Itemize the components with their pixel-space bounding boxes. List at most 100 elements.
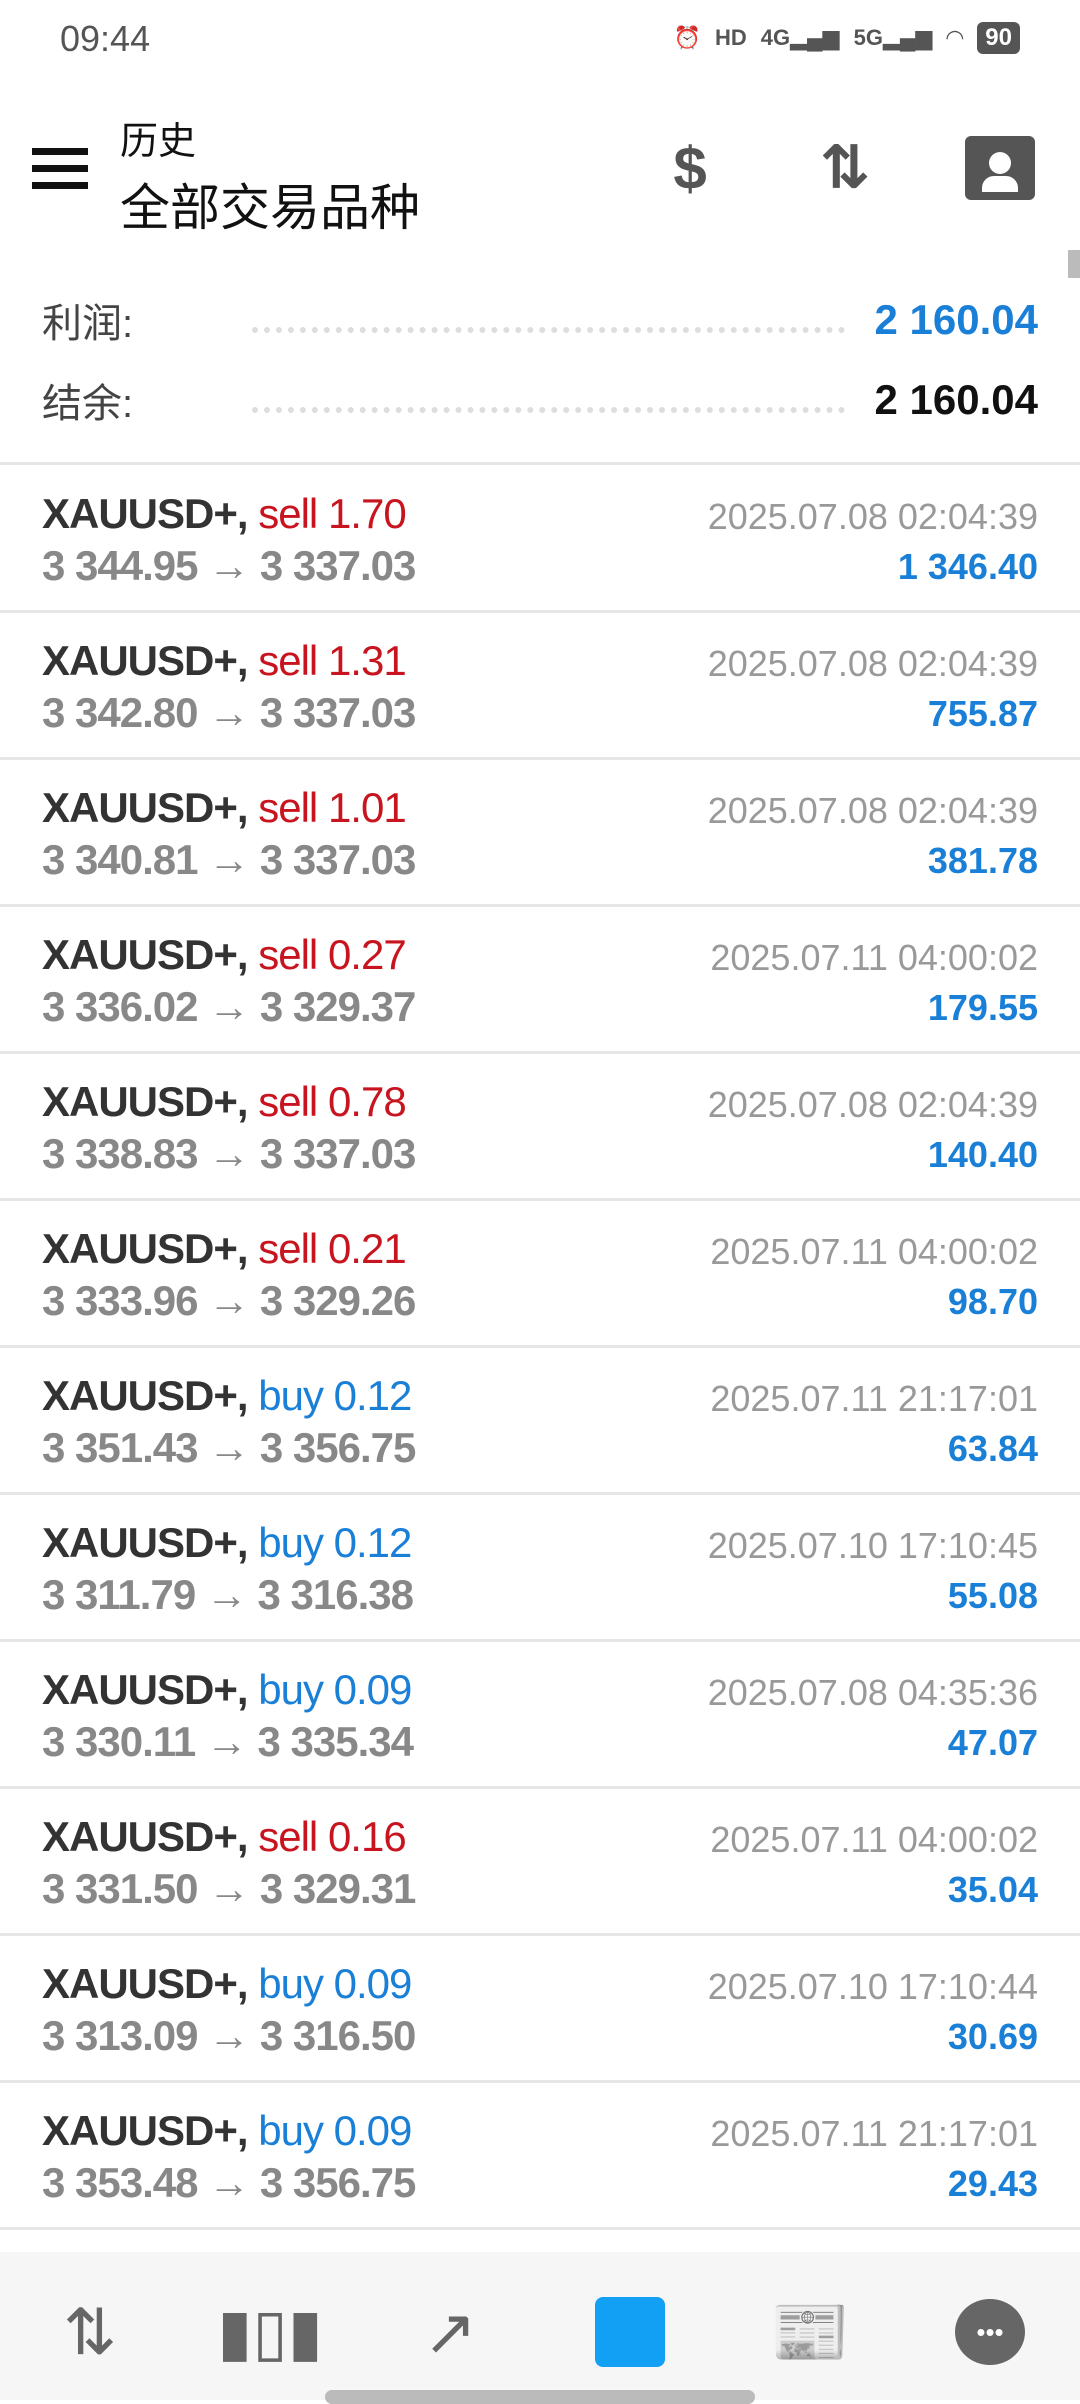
trade-row[interactable]: XAUUSD+, sell 1.01 3 340.81 → 3 337.03 2…	[0, 760, 1080, 907]
open-price: 3 344.95	[42, 542, 198, 589]
trade-side: buy	[258, 2107, 324, 2154]
trade-volume: 0.16	[327, 1813, 407, 1860]
scrollbar[interactable]	[1068, 250, 1080, 278]
calendar-user-icon[interactable]	[960, 128, 1040, 208]
trade-side: buy	[258, 1960, 324, 2007]
open-price: 3 333.96	[42, 1277, 198, 1324]
trade-side: sell	[258, 931, 318, 978]
symbol: XAUUSD+,	[42, 490, 249, 537]
close-price: 3 329.37	[259, 983, 416, 1030]
trade-prices: 3 353.48 → 3 356.75	[42, 2159, 416, 2207]
messages-icon[interactable]: •••	[950, 2292, 1030, 2372]
arrow-right-icon: →	[208, 1130, 250, 1177]
news-icon[interactable]: 📰	[770, 2295, 850, 2368]
wifi-icon: ◠	[946, 25, 964, 50]
trade-prices: 3 342.80 → 3 337.03	[42, 689, 416, 737]
page-title: 历史	[120, 121, 197, 163]
battery-icon: 90	[977, 22, 1020, 54]
alarm-icon: ⏰	[673, 25, 701, 50]
symbol: XAUUSD+,	[42, 1078, 249, 1125]
trade-symbol: XAUUSD+, buy 0.09	[42, 1960, 412, 2008]
trade-symbol: XAUUSD+, buy 0.09	[42, 2107, 413, 2155]
trade-profit: 30.69	[947, 2016, 1038, 2057]
trade-prices: 3 331.50 → 3 329.31	[42, 1865, 416, 1913]
trade-profit: 55.08	[947, 1575, 1038, 1616]
trade-symbol: XAUUSD+, buy 0.12	[42, 1519, 412, 1567]
open-price: 3 340.81	[42, 836, 198, 883]
trade-prices: 3 333.96 → 3 329.26	[42, 1277, 416, 1325]
trade-volume: 0.12	[333, 1372, 413, 1419]
trade-volume: 0.78	[327, 1078, 407, 1125]
trade-side: buy	[258, 1666, 324, 1713]
close-price: 3 337.03	[259, 836, 416, 883]
trade-time: 2025.07.11 21:17:01	[710, 2113, 1038, 2154]
trade-prices: 3 311.79 → 3 316.38	[42, 1571, 414, 1619]
trade-row[interactable]: XAUUSD+, sell 1.31 3 342.80 → 3 337.03 2…	[0, 613, 1080, 760]
profit-summary: 利润: 2 160.04	[42, 290, 1038, 350]
close-price: 3 356.75	[259, 2159, 416, 2206]
close-price: 3 337.03	[259, 689, 416, 736]
open-price: 3 311.79	[42, 1571, 196, 1618]
trade-row[interactable]: XAUUSD+, sell 1.70 3 344.95 → 3 337.03 2…	[0, 466, 1080, 613]
symbol-filter[interactable]: 全部交易品种	[120, 180, 420, 236]
close-price: 3 316.50	[259, 2012, 416, 2059]
status-bar: 09:44 ⏰ HD 4G▂▄▆ 5G▂▄▆ ◠ 90	[0, 0, 1080, 80]
trade-symbol: XAUUSD+, sell 0.27	[42, 931, 407, 979]
app-header: 历史 全部交易品种 $ ⇅	[0, 90, 1080, 240]
trade-list: XAUUSD+, sell 1.70 3 344.95 → 3 337.03 2…	[0, 466, 1080, 2230]
trade-row[interactable]: XAUUSD+, buy 0.09 3 330.11 → 3 335.34 20…	[0, 1642, 1080, 1789]
trade-time: 2025.07.11 04:00:02	[710, 937, 1038, 978]
trade-profit: 35.04	[947, 1869, 1038, 1910]
trade-symbol: XAUUSD+, buy 0.12	[42, 1372, 413, 1420]
trade-row[interactable]: XAUUSD+, buy 0.12 3 351.43 → 3 356.75 20…	[0, 1348, 1080, 1495]
trade-prices: 3 313.09 → 3 316.50	[42, 2012, 416, 2060]
profit-label: 利润:	[42, 302, 134, 346]
trade-row[interactable]: XAUUSD+, buy 0.09 3 353.48 → 3 356.75 20…	[0, 2083, 1080, 2230]
dotted-leader	[252, 327, 845, 333]
trade-symbol: XAUUSD+, sell 1.01	[42, 784, 407, 832]
trade-side: sell	[258, 1225, 318, 1272]
arrow-right-icon: →	[208, 836, 250, 883]
close-price: 3 316.38	[257, 1571, 414, 1618]
symbol: XAUUSD+,	[42, 637, 249, 684]
trade-time: 2025.07.08 02:04:39	[707, 643, 1038, 684]
trade-row[interactable]: XAUUSD+, sell 0.78 3 338.83 → 3 337.03 2…	[0, 1054, 1080, 1201]
sort-icon[interactable]: ⇅	[819, 134, 871, 201]
trade-prices: 3 340.81 → 3 337.03	[42, 836, 416, 884]
trade-symbol: XAUUSD+, sell 0.78	[42, 1078, 407, 1126]
trade-volume: 0.21	[327, 1225, 407, 1272]
trade-time: 2025.07.08 04:35:36	[707, 1672, 1038, 1713]
trade-row[interactable]: XAUUSD+, sell 0.16 3 331.50 → 3 329.31 2…	[0, 1789, 1080, 1936]
trade-profit: 47.07	[947, 1722, 1038, 1763]
trade-row[interactable]: XAUUSD+, sell 0.21 3 333.96 → 3 329.26 2…	[0, 1201, 1080, 1348]
arrow-right-icon: →	[205, 1718, 248, 1765]
close-price: 3 356.75	[259, 1424, 416, 1471]
trade-time: 2025.07.11 21:17:01	[710, 1378, 1038, 1419]
trade-row[interactable]: XAUUSD+, buy 0.12 3 311.79 → 3 316.38 20…	[0, 1495, 1080, 1642]
balance-summary: 结余: 2 160.04	[42, 370, 1038, 430]
home-indicator[interactable]	[325, 2390, 755, 2404]
open-price: 3 342.80	[42, 689, 198, 736]
4g-signal-icon: 4G▂▄▆	[760, 25, 840, 50]
trade-profit: 755.87	[927, 693, 1038, 734]
history-icon[interactable]	[590, 2292, 670, 2372]
divider	[0, 462, 1080, 465]
trade-row[interactable]: XAUUSD+, buy 0.09 3 313.09 → 3 316.50 20…	[0, 1936, 1080, 2083]
balance-label: 结余:	[42, 382, 134, 426]
bottom-nav: ⇅ ▮▯▮ ↗ 📰 •••	[0, 2252, 1080, 2400]
symbol: XAUUSD+,	[42, 931, 249, 978]
trade-row[interactable]: XAUUSD+, sell 0.27 3 336.02 → 3 329.37 2…	[0, 907, 1080, 1054]
chart-icon[interactable]: ▮▯▮	[217, 2295, 323, 2368]
currency-exchange-icon[interactable]: $	[673, 134, 707, 202]
trade-profit: 98.70	[947, 1281, 1038, 1322]
quotes-icon[interactable]: ⇅	[63, 2295, 117, 2368]
trade-volume: 0.09	[333, 2107, 413, 2154]
symbol: XAUUSD+,	[42, 1813, 249, 1860]
symbol: XAUUSD+,	[42, 784, 249, 831]
trade-prices: 3 330.11 → 3 335.34	[42, 1718, 414, 1766]
menu-icon[interactable]	[32, 148, 88, 189]
trade-prices: 3 344.95 → 3 337.03	[42, 542, 416, 590]
profit-value: 2 160.04	[874, 296, 1039, 343]
trade-prices: 3 336.02 → 3 329.37	[42, 983, 416, 1031]
trade-icon[interactable]: ↗	[423, 2295, 477, 2368]
